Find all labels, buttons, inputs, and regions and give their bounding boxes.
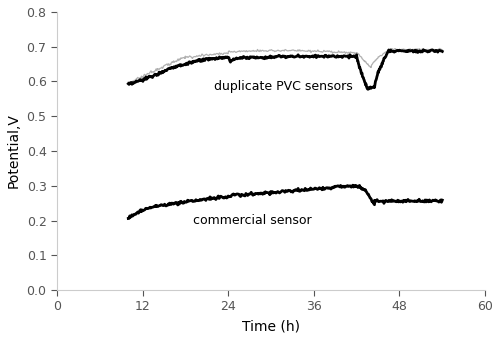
- Y-axis label: Potential,V: Potential,V: [7, 114, 21, 188]
- Text: duplicate PVC sensors: duplicate PVC sensors: [214, 80, 352, 93]
- X-axis label: Time (h): Time (h): [242, 319, 300, 333]
- Text: commercial sensor: commercial sensor: [192, 214, 311, 227]
